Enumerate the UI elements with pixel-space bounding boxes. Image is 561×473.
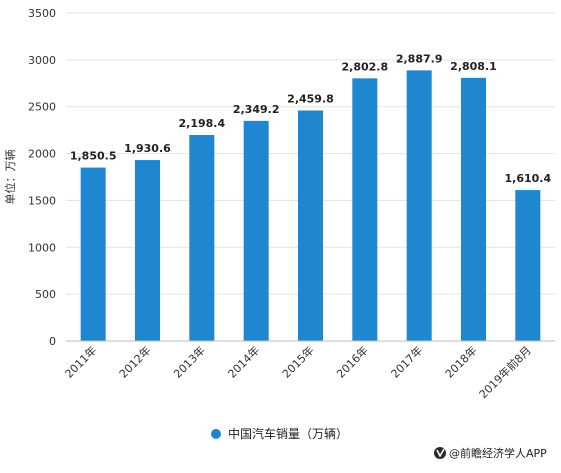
data-label: 1,610.4 (505, 172, 552, 185)
y-tick-label: 2000 (28, 148, 56, 161)
data-label: 2,459.8 (287, 92, 334, 105)
data-label: 2,802.8 (342, 60, 389, 73)
data-label: 1,850.5 (70, 150, 117, 163)
data-label: 1,930.6 (124, 142, 171, 155)
data-label: 2,887.9 (396, 52, 443, 65)
bar (515, 190, 541, 341)
bar (298, 110, 323, 341)
bar (461, 77, 486, 341)
bar (243, 120, 269, 341)
y-tick-label: 0 (49, 335, 56, 348)
x-tick-label: 2015年 (279, 343, 316, 380)
y-tick-label: 1000 (28, 241, 56, 254)
x-tick-label: 2012年 (116, 343, 153, 380)
x-axis-ticks: 2011年 2012年 2013年 2014年 2015年 2016年 2017年 2018年… (62, 343, 534, 401)
y-tick-label: 500 (35, 288, 56, 301)
source-credit: @前瞻经济学人APP (434, 446, 547, 460)
x-tick-label: 2014年 (225, 343, 262, 380)
x-tick-label: 2013年 (170, 343, 207, 380)
bar (406, 70, 432, 341)
x-tick-label: 2011年 (62, 343, 99, 380)
data-label: 2,808.1 (450, 60, 497, 73)
legend-label: 中国汽车销量（万辆） (228, 426, 348, 441)
legend: 中国汽车销量（万辆） (211, 426, 348, 441)
source-logo-mark-icon (436, 448, 445, 458)
bars (80, 70, 541, 342)
y-tick-label: 3000 (28, 54, 56, 67)
y-tick-label: 3500 (28, 7, 56, 20)
data-label: 2,349.2 (233, 103, 280, 116)
x-tick-label: 2018年 (442, 343, 479, 380)
x-tick-label: 2019年前8月 (476, 343, 534, 401)
bar (80, 167, 106, 341)
data-label: 2,198.4 (179, 117, 226, 130)
y-axis-title: 单位：万辆 (3, 150, 17, 205)
bar (135, 160, 160, 341)
bar (352, 78, 378, 342)
x-tick-label: 2017年 (388, 343, 425, 380)
data-labels: 1,850.5 1,930.6 2,198.4 2,349.2 2,459.8 2,802… (70, 52, 552, 185)
y-tick-label: 1500 (28, 194, 56, 207)
y-tick-label: 2500 (28, 101, 56, 114)
legend-marker-icon (211, 429, 221, 439)
bar (189, 134, 215, 341)
x-tick-label: 2016年 (333, 343, 370, 380)
source-label: @前瞻经济学人APP (449, 446, 547, 460)
y-axis-ticks: 0 500 1000 1500 2000 2500 3000 3500 (28, 7, 56, 348)
